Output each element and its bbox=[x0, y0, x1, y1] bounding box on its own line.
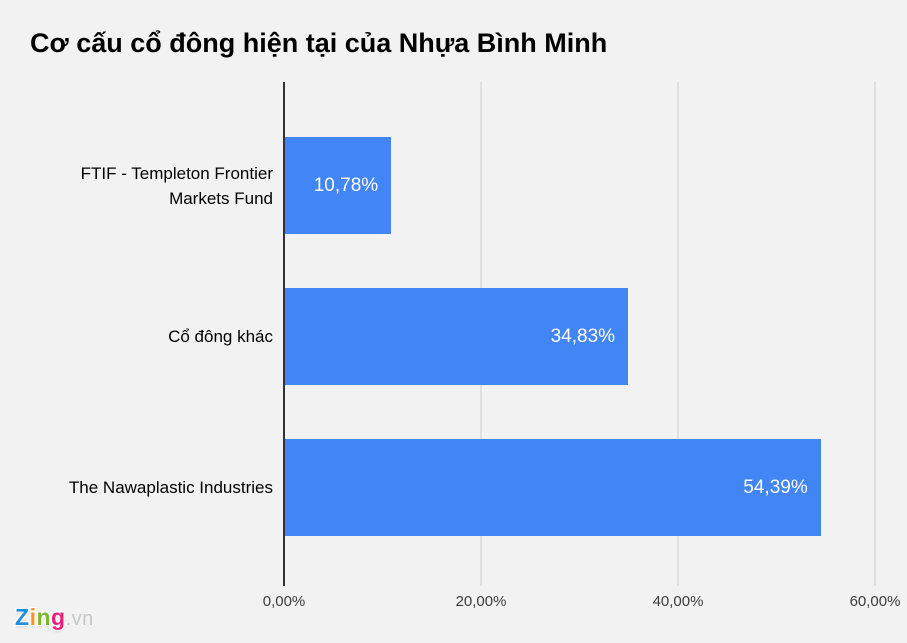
category-label-nawaplastic: The Nawaplastic Industries bbox=[68, 478, 273, 497]
bar-nawaplastic: 54,39% bbox=[285, 439, 821, 536]
x-tick-20: 20,00% bbox=[455, 593, 507, 610]
category-label-co-dong-khac: Cổ đông khác bbox=[168, 327, 273, 346]
x-tick-60: 60,00% bbox=[849, 593, 901, 610]
bar-value-label: 34,83% bbox=[550, 325, 616, 347]
bar-row: 54,39% bbox=[284, 439, 875, 536]
logo-suffix: .vn bbox=[65, 608, 94, 630]
x-tick-0: 0,00% bbox=[262, 593, 306, 610]
logo-letter-n: n bbox=[36, 604, 52, 630]
chart-title: Cơ cấu cổ đông hiện tại của Nhựa Bình Mi… bbox=[30, 28, 608, 58]
bar-row: 34,83% bbox=[284, 288, 875, 385]
bar-value-label: 54,39% bbox=[743, 476, 808, 498]
plot-area: 10,78% 34,83% 54,39% bbox=[283, 82, 876, 586]
logo-letter-g: g bbox=[51, 604, 66, 630]
logo-letter-z: Z bbox=[15, 604, 30, 630]
axis-line-zero bbox=[283, 82, 285, 586]
logo-letter-i: i bbox=[29, 604, 37, 630]
gridline-60 bbox=[874, 82, 876, 586]
bar-value-label: 10,78% bbox=[313, 174, 379, 196]
x-axis: 0,00% 20,00% 40,00% 60,00% bbox=[263, 593, 901, 615]
x-tick-40: 40,00% bbox=[652, 593, 704, 610]
bar-co-dong-khac: 34,83% bbox=[285, 288, 629, 385]
gridline-40 bbox=[677, 82, 679, 586]
category-axis: FTIF - Templeton Frontier Markets Fund C… bbox=[0, 82, 273, 586]
category-label-ftif: FTIF - Templeton Frontier Markets Fund bbox=[80, 163, 273, 208]
bar-ftif: 10,78% bbox=[285, 137, 392, 234]
bar-row: 10,78% bbox=[284, 137, 875, 234]
zing-vn-logo: Zing.vn bbox=[15, 604, 94, 631]
